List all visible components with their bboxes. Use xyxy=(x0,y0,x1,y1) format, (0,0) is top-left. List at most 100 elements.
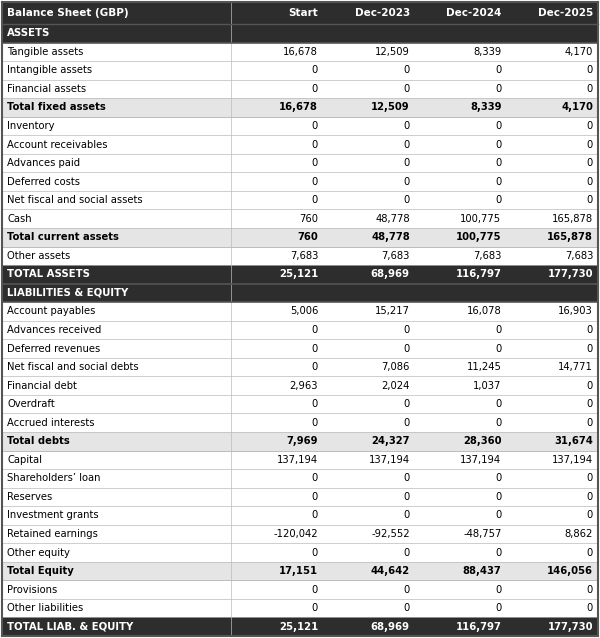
Text: 5,006: 5,006 xyxy=(290,306,318,316)
Bar xyxy=(506,154,598,172)
Bar xyxy=(415,358,506,376)
Text: -92,552: -92,552 xyxy=(371,529,410,539)
Text: 7,086: 7,086 xyxy=(382,362,410,372)
Text: Total Equity: Total Equity xyxy=(7,566,74,576)
Bar xyxy=(506,358,598,376)
Text: 0: 0 xyxy=(587,510,593,521)
Bar xyxy=(2,506,232,524)
Bar xyxy=(2,562,232,581)
Text: 7,969: 7,969 xyxy=(287,436,318,446)
Text: 15,217: 15,217 xyxy=(375,306,410,316)
Bar xyxy=(2,581,232,599)
Bar xyxy=(2,135,232,154)
Bar xyxy=(232,191,323,209)
Text: 0: 0 xyxy=(587,177,593,187)
Bar xyxy=(415,469,506,487)
Bar xyxy=(2,599,232,618)
Bar xyxy=(2,395,232,413)
Text: 0: 0 xyxy=(404,584,410,595)
Text: 4,170: 4,170 xyxy=(565,47,593,57)
Bar xyxy=(506,413,598,432)
Text: 0: 0 xyxy=(404,343,410,353)
Bar xyxy=(2,284,232,302)
Text: Deferred costs: Deferred costs xyxy=(7,177,80,187)
Bar xyxy=(2,172,232,191)
Bar xyxy=(323,284,415,302)
Bar xyxy=(323,358,415,376)
Text: Shareholders’ loan: Shareholders’ loan xyxy=(7,473,101,484)
Bar xyxy=(323,376,415,395)
Text: Investment grants: Investment grants xyxy=(7,510,98,521)
Text: 17,151: 17,151 xyxy=(279,566,318,576)
Text: 48,778: 48,778 xyxy=(375,214,410,224)
Bar xyxy=(323,487,415,506)
Bar xyxy=(415,544,506,562)
Bar xyxy=(2,24,232,43)
Bar xyxy=(232,2,323,24)
Bar xyxy=(323,246,415,265)
Bar xyxy=(506,432,598,450)
Text: 48,778: 48,778 xyxy=(371,232,410,242)
Text: 0: 0 xyxy=(495,177,502,187)
Text: 31,674: 31,674 xyxy=(554,436,593,446)
Text: 0: 0 xyxy=(495,399,502,409)
Bar xyxy=(232,487,323,506)
Text: 0: 0 xyxy=(312,399,318,409)
Text: Other liabilities: Other liabilities xyxy=(7,603,83,613)
Text: 0: 0 xyxy=(404,158,410,168)
Text: 11,245: 11,245 xyxy=(467,362,502,372)
Text: 0: 0 xyxy=(404,473,410,484)
Text: 0: 0 xyxy=(495,325,502,335)
Text: 100,775: 100,775 xyxy=(460,214,502,224)
Bar xyxy=(506,2,598,24)
Bar xyxy=(2,618,232,636)
Text: 25,121: 25,121 xyxy=(279,269,318,279)
Text: 8,339: 8,339 xyxy=(470,103,502,112)
Text: 0: 0 xyxy=(495,492,502,502)
Bar xyxy=(323,599,415,618)
Text: Dec-2025: Dec-2025 xyxy=(538,8,593,18)
Bar xyxy=(506,395,598,413)
Bar xyxy=(506,209,598,228)
Text: 146,056: 146,056 xyxy=(547,566,593,576)
Text: 0: 0 xyxy=(495,195,502,205)
Bar xyxy=(506,581,598,599)
Bar xyxy=(232,24,323,43)
Bar xyxy=(506,135,598,154)
Text: Intangible assets: Intangible assets xyxy=(7,65,92,75)
Bar xyxy=(323,117,415,135)
Bar xyxy=(415,524,506,544)
Text: 0: 0 xyxy=(404,140,410,149)
Text: 0: 0 xyxy=(495,121,502,131)
Bar xyxy=(415,228,506,246)
Bar xyxy=(2,117,232,135)
Text: 0: 0 xyxy=(404,547,410,558)
Bar xyxy=(2,43,232,61)
Bar xyxy=(506,61,598,80)
Text: 0: 0 xyxy=(312,65,318,75)
Text: Net fiscal and social debts: Net fiscal and social debts xyxy=(7,362,139,372)
Bar xyxy=(506,562,598,581)
Text: Balance Sheet (GBP): Balance Sheet (GBP) xyxy=(7,8,128,18)
Bar xyxy=(506,487,598,506)
Bar xyxy=(506,117,598,135)
Text: 0: 0 xyxy=(312,418,318,427)
Text: 7,683: 7,683 xyxy=(565,251,593,261)
Bar xyxy=(415,98,506,117)
Text: 165,878: 165,878 xyxy=(547,232,593,242)
Bar xyxy=(2,469,232,487)
Bar xyxy=(323,61,415,80)
Bar xyxy=(415,321,506,339)
Text: 25,121: 25,121 xyxy=(279,621,318,632)
Text: 0: 0 xyxy=(495,140,502,149)
Bar xyxy=(415,191,506,209)
Bar xyxy=(506,172,598,191)
Bar xyxy=(415,172,506,191)
Bar xyxy=(323,581,415,599)
Text: 7,683: 7,683 xyxy=(382,251,410,261)
Bar xyxy=(506,321,598,339)
Bar xyxy=(323,24,415,43)
Bar xyxy=(506,284,598,302)
Text: TOTAL LIAB. & EQUITY: TOTAL LIAB. & EQUITY xyxy=(7,621,133,632)
Bar xyxy=(232,80,323,98)
